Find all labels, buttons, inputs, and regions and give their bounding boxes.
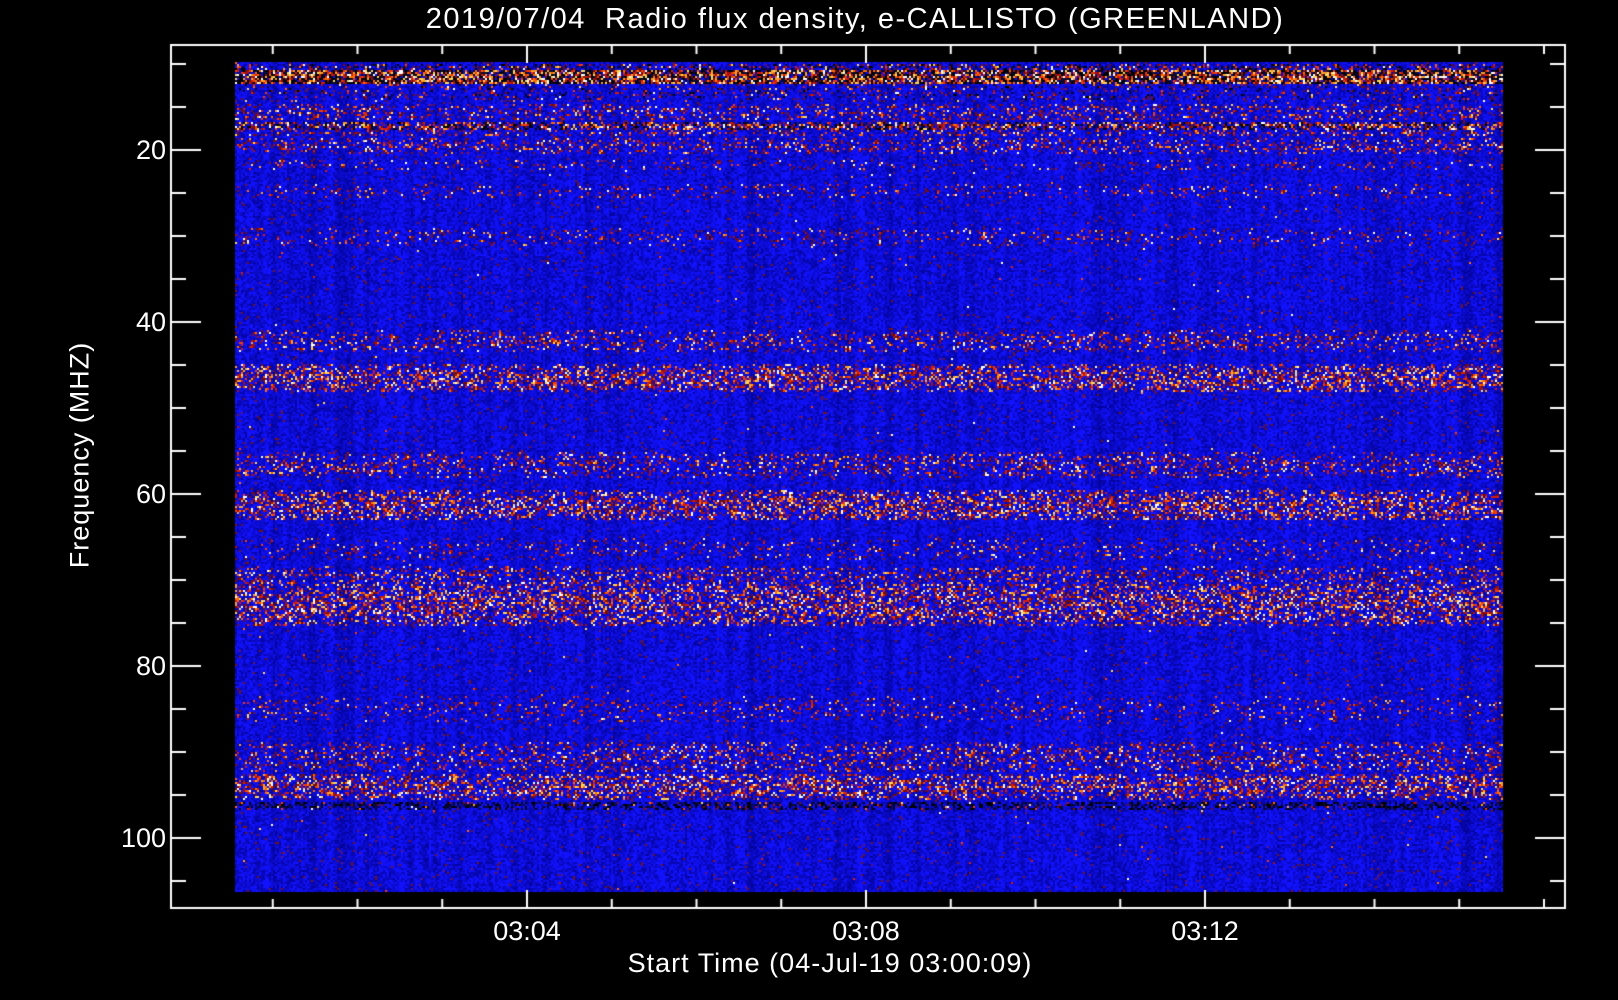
- y-tick-label: 20: [135, 135, 166, 165]
- x-tick-label: 03:12: [1171, 916, 1239, 946]
- x-tick-label: 03:08: [832, 916, 900, 946]
- x-axis-label: Start Time (04-Jul-19 03:00:09): [627, 948, 1033, 978]
- y-axis-label: Frequency (MHZ): [64, 341, 95, 569]
- y-tick-label: 100: [120, 823, 166, 853]
- chart-title: 2019/07/04 Radio flux density, e-CALLIST…: [425, 3, 1285, 35]
- y-tick-label: 60: [135, 479, 166, 509]
- y-tick-label: 40: [135, 307, 166, 337]
- x-tick-label: 03:04: [493, 916, 561, 946]
- y-tick-label: 80: [135, 651, 166, 681]
